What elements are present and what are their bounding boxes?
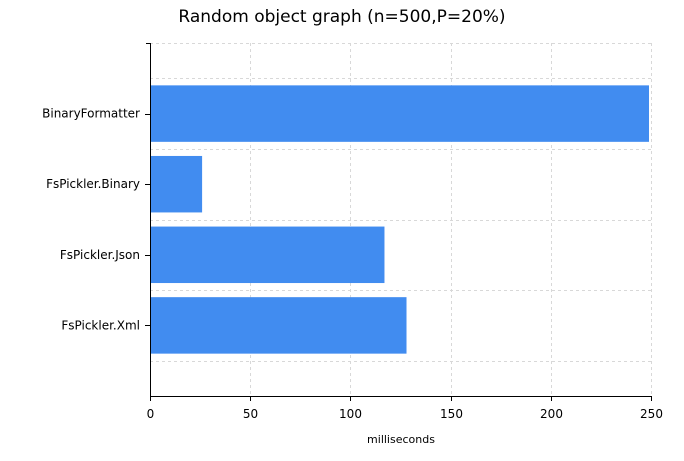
y-tick-label: FsPickler.Xml: [61, 318, 140, 332]
bar: [151, 85, 649, 142]
x-tick-label: 50: [243, 407, 258, 421]
x-axis-label: milliseconds: [367, 433, 435, 446]
bars: [151, 85, 649, 354]
x-tick-label: 0: [147, 407, 155, 421]
x-tick-label: 200: [540, 407, 563, 421]
y-tick-label: FsPickler.Binary: [46, 177, 140, 191]
tick-labels: 0 50 100 150 200 250 BinaryFormatter FsPickler.…: [42, 107, 663, 421]
bar: [151, 155, 203, 213]
bar: [151, 297, 407, 354]
chart-title: Random object graph (n=500,P=20%): [178, 7, 506, 27]
y-tick-label: FsPickler.Json: [60, 248, 140, 262]
x-tick-label: 100: [339, 407, 362, 421]
x-tick-label: 150: [440, 407, 463, 421]
x-tick-label: 250: [640, 407, 663, 421]
y-tick-label: BinaryFormatter: [42, 107, 140, 121]
bar: [151, 226, 385, 284]
axes: [145, 43, 652, 401]
